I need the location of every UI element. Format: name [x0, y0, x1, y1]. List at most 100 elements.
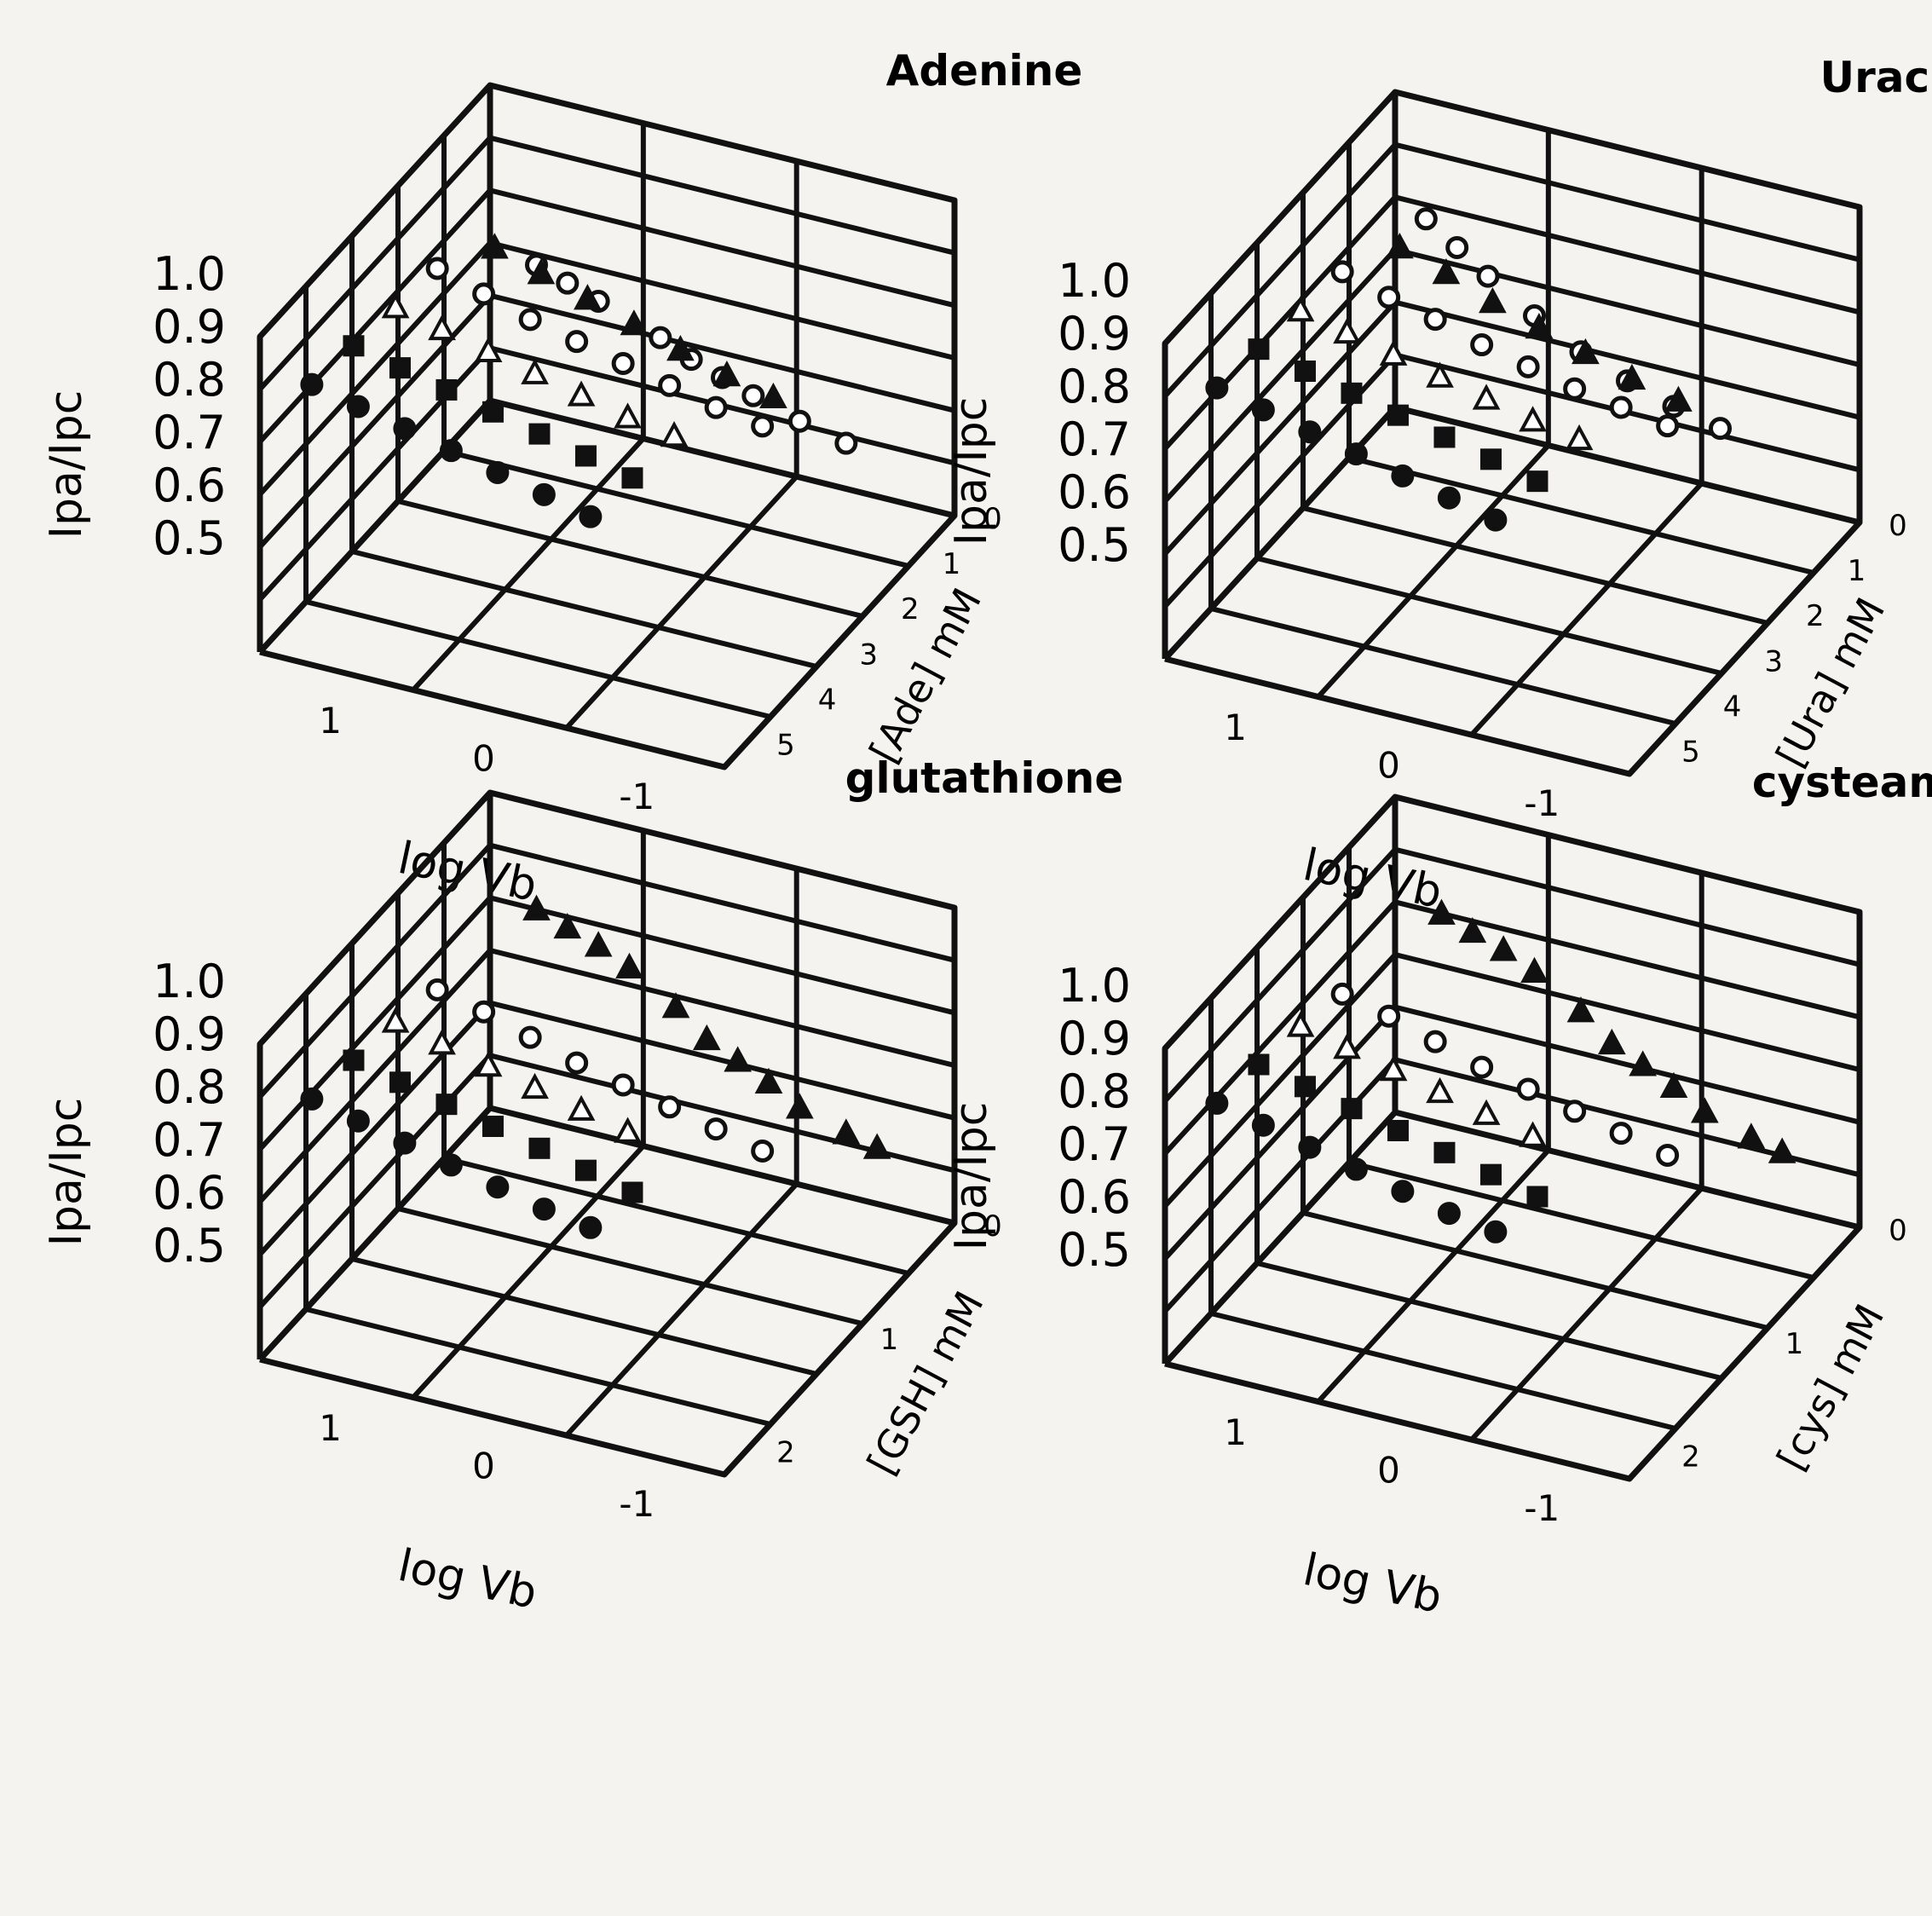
z-tick-label: 1 — [1848, 554, 1866, 588]
data-point — [1341, 382, 1363, 404]
data-point — [615, 952, 643, 978]
data-point — [579, 1215, 603, 1239]
data-point — [1248, 338, 1270, 361]
data-point — [1432, 257, 1461, 285]
data-point — [435, 378, 458, 401]
grid-line — [441, 1156, 911, 1276]
data-point — [1519, 406, 1547, 432]
data-point — [1286, 296, 1315, 322]
grid-line — [1393, 1004, 1862, 1125]
grid-line — [487, 1000, 957, 1121]
series-2 — [1386, 233, 1693, 412]
x-tick-label: -1 — [619, 1483, 655, 1525]
z-axis-label: [Ura] mM — [1767, 591, 1894, 775]
series-5 — [1205, 1091, 1508, 1244]
series-3 — [381, 1007, 642, 1143]
grid-line — [1393, 846, 1862, 967]
grid-line — [257, 240, 493, 497]
z-tick-label: 5 — [776, 729, 795, 763]
data-point — [1251, 1113, 1275, 1137]
data-point — [1597, 1028, 1626, 1055]
x-tick-label: -1 — [1524, 782, 1560, 824]
y-tick-label: 0.8 — [153, 353, 226, 407]
y-tick-label: 0.6 — [153, 1166, 226, 1220]
grid-line — [1300, 505, 1770, 626]
data-point — [787, 409, 811, 433]
y-tick-label: 0.9 — [153, 1007, 226, 1061]
grid-line — [257, 842, 493, 1099]
x-tick-label: -1 — [1524, 1487, 1560, 1529]
y-tick-label: 0.6 — [1058, 1170, 1131, 1224]
grid-line — [1347, 1160, 1816, 1280]
left-wall-grid — [1162, 845, 1398, 1316]
data-point — [834, 431, 858, 455]
x-tick-label: 1 — [319, 1407, 342, 1449]
z-axis-label: [cys] mM — [1768, 1296, 1893, 1477]
grid-line — [1393, 194, 1862, 315]
z-tick-label: 0 — [1889, 1214, 1907, 1248]
grid-line — [257, 1000, 493, 1257]
grid-line — [1300, 1210, 1770, 1330]
series-4 — [1286, 296, 1594, 451]
grid-line — [1162, 952, 1398, 1209]
data-point — [1294, 360, 1316, 382]
z-tick-label: 1 — [880, 1323, 899, 1357]
grid-line — [1162, 1004, 1398, 1261]
data-point — [1294, 1076, 1316, 1098]
series-3 — [1330, 260, 1680, 438]
x-tick-label: 0 — [472, 1446, 495, 1487]
z-axis-label: [GSH] mM — [858, 1284, 993, 1481]
data-point — [579, 505, 603, 528]
data-point — [1423, 308, 1447, 332]
data-point — [425, 978, 449, 1001]
data-point — [474, 1051, 503, 1077]
data-point — [389, 1071, 411, 1094]
data-point — [621, 467, 643, 489]
data-point — [527, 258, 556, 285]
data-point — [1479, 287, 1507, 314]
box-frame — [489, 397, 955, 519]
y-axis-label: Ipa/Ipc — [946, 1102, 997, 1251]
data-point — [661, 992, 690, 1019]
data-point — [300, 1087, 324, 1111]
data-point — [754, 1067, 783, 1094]
data-point — [611, 351, 635, 375]
grid-line — [1162, 846, 1398, 1104]
data-point — [712, 360, 741, 387]
box-frame — [489, 1105, 955, 1226]
data-point — [658, 1095, 682, 1119]
z-tick-label: 2 — [901, 592, 920, 626]
data-point — [704, 1117, 728, 1141]
data-point — [1426, 1076, 1454, 1104]
z-tick-label: 3 — [1764, 644, 1783, 678]
data-point — [1563, 1099, 1587, 1123]
data-point — [611, 1073, 635, 1097]
y-tick-label: 0.9 — [1058, 1012, 1131, 1065]
y-tick-label: 0.5 — [153, 1219, 226, 1273]
grid-line — [349, 549, 819, 669]
data-point — [574, 284, 602, 310]
z-tick-label: 3 — [859, 638, 878, 672]
left-wall-grid — [257, 840, 493, 1312]
data-markers — [300, 894, 891, 1239]
back-wall-grid — [1393, 127, 1862, 487]
grid-line — [1468, 1186, 1704, 1443]
data-point — [532, 1198, 556, 1221]
back-wall-grid — [487, 120, 957, 480]
z-tick-label: 0 — [983, 1209, 1002, 1244]
grid-line — [410, 436, 646, 693]
y-tick-label: 0.9 — [1058, 307, 1131, 361]
x-axis-label: log Vb — [394, 1540, 541, 1619]
data-point — [1709, 417, 1732, 441]
y-axis-label: Ipa/Ipc — [946, 397, 997, 546]
grid-line — [1393, 899, 1862, 1020]
z-tick-label: 4 — [818, 683, 837, 717]
data-point — [343, 335, 365, 357]
grid-line — [1254, 556, 1724, 676]
data-point — [343, 1049, 365, 1071]
data-point — [518, 1025, 542, 1049]
data-point — [621, 1181, 643, 1203]
grid-line — [1315, 1147, 1551, 1405]
data-point — [1391, 464, 1415, 488]
data-point — [1333, 317, 1361, 344]
